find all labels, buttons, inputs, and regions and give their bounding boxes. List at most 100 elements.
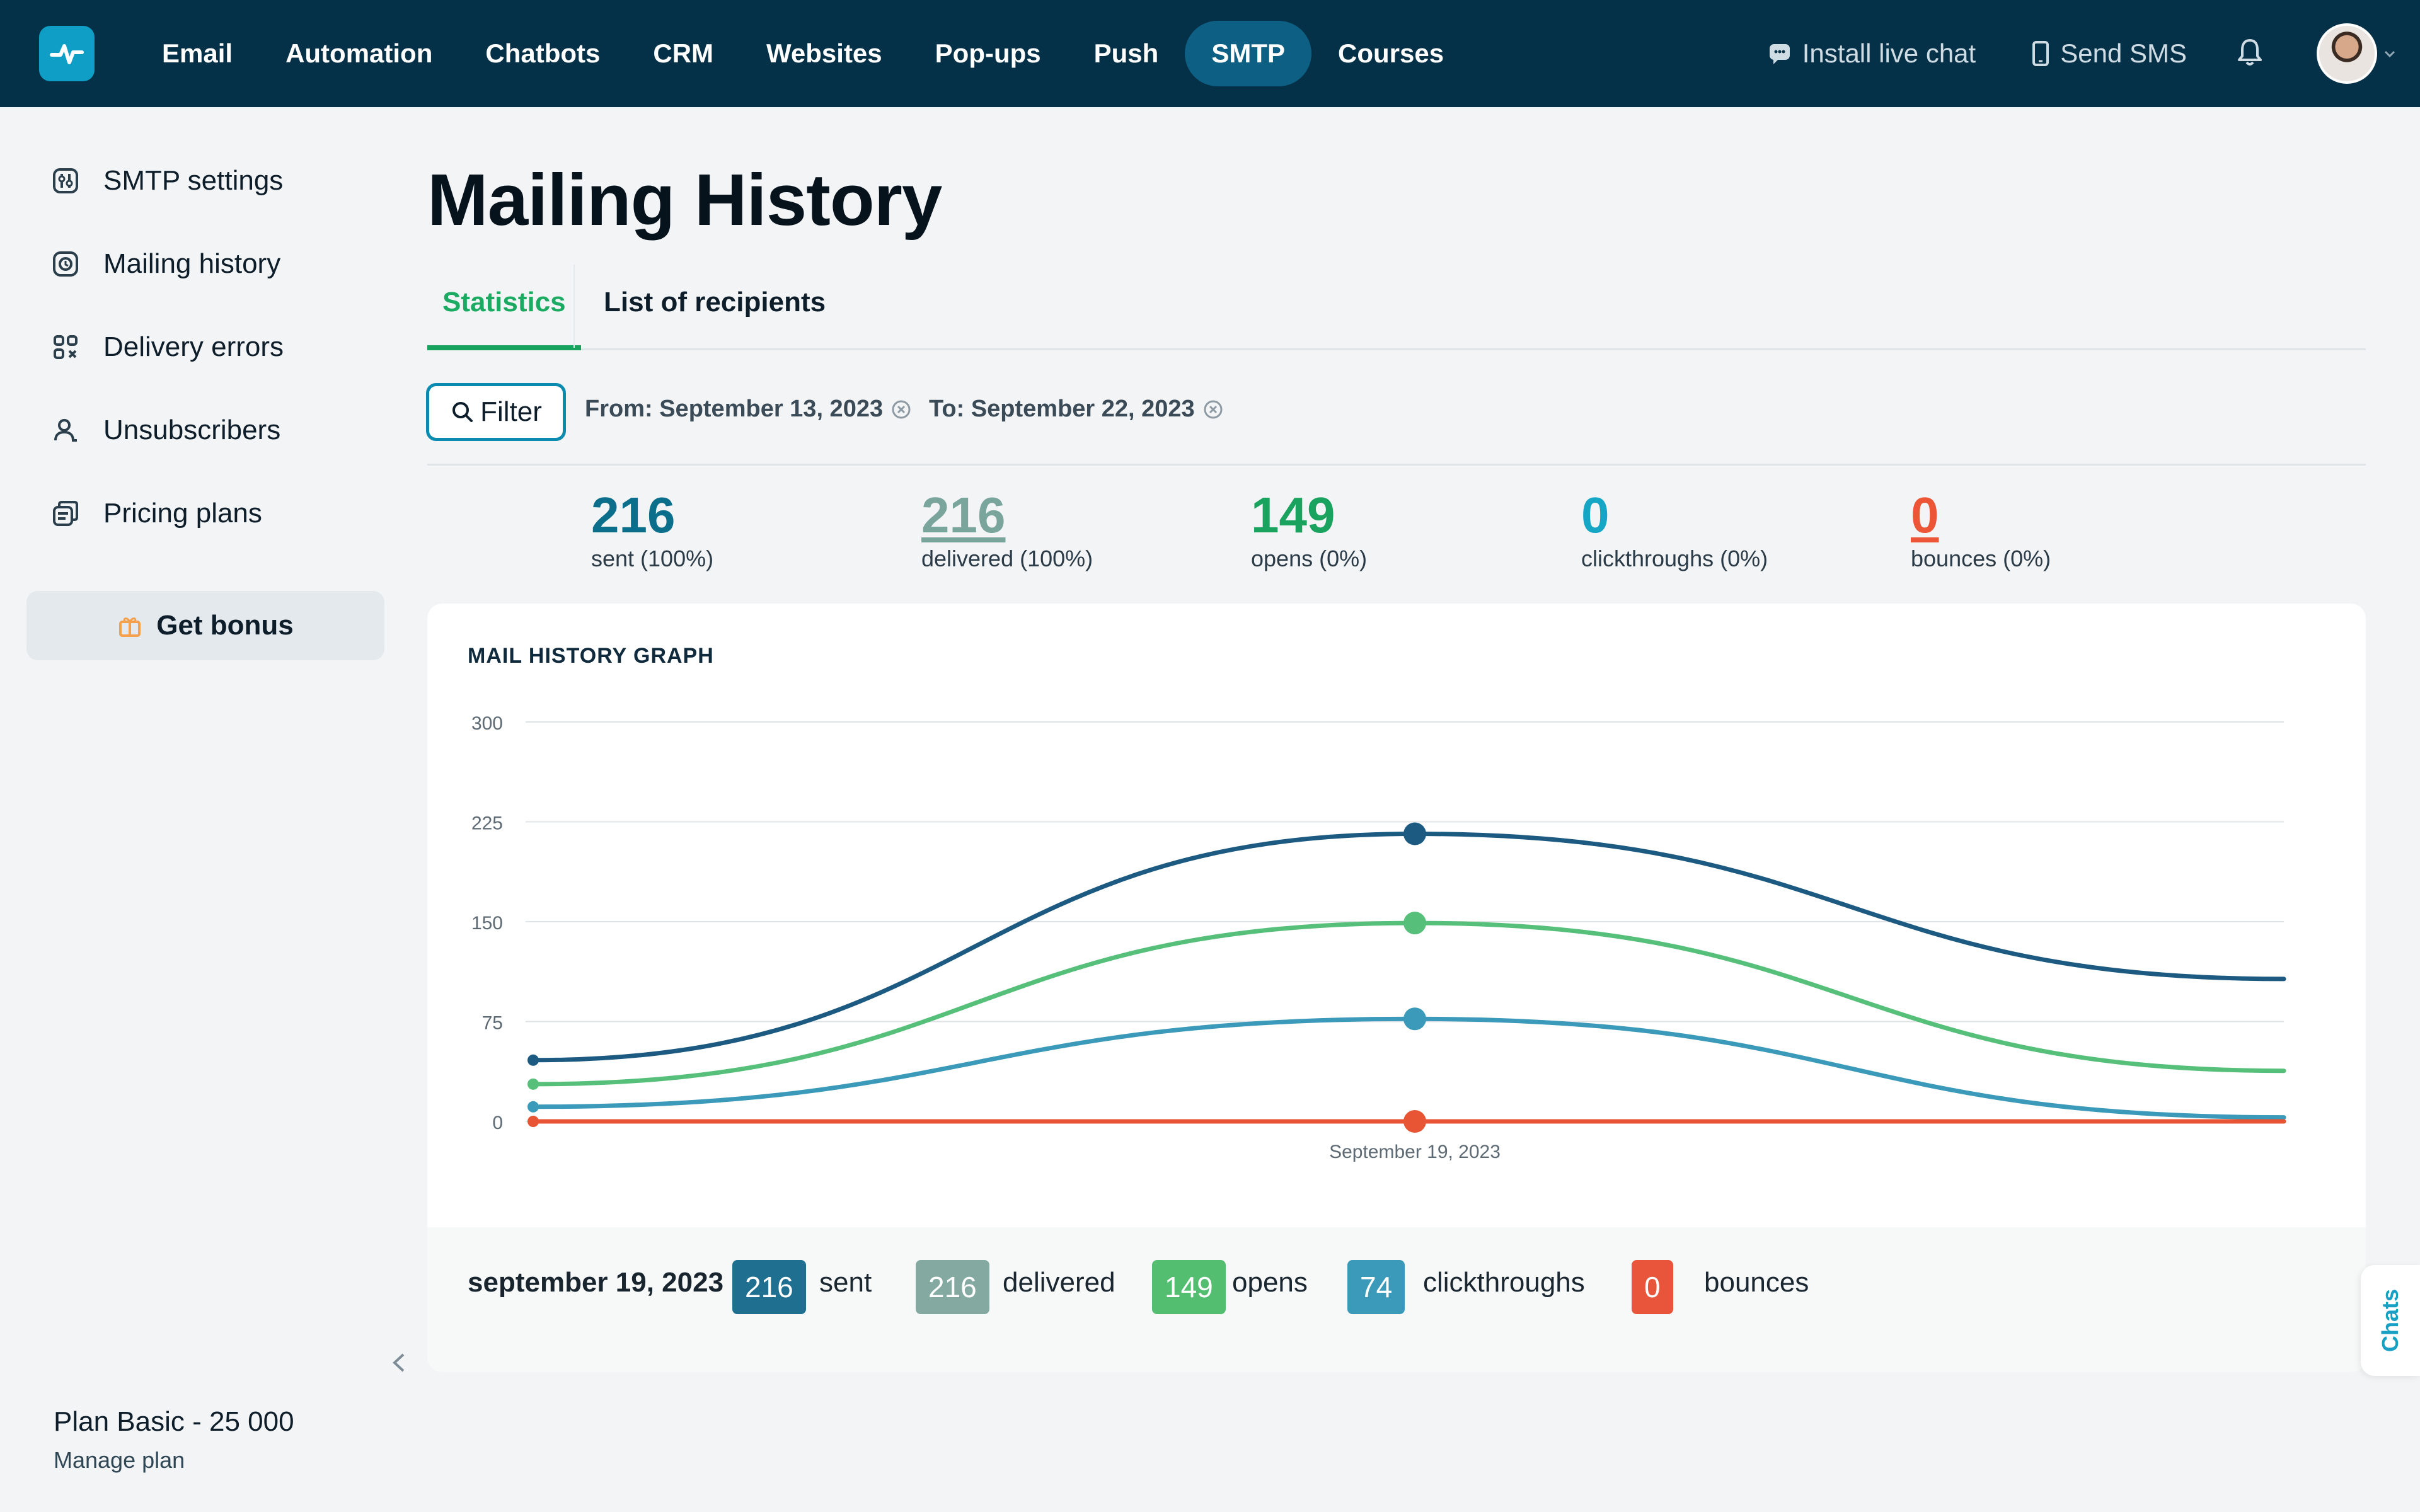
data-point-clickthroughs <box>527 1101 539 1113</box>
nav-chatbots[interactable]: Chatbots <box>485 38 601 68</box>
summary-opens-badge: 149 <box>1152 1260 1226 1314</box>
filter-label: Filter <box>480 396 542 427</box>
from-date-label: From: September 13, 2023 <box>585 396 884 422</box>
sidebar-item-label: Pricing plans <box>103 498 262 529</box>
stat-label: clickthroughs (0%) <box>1581 546 1768 571</box>
chart-summary: september 19, 2023 216 sent 216 delivere… <box>427 1227 2366 1372</box>
data-point-clickthroughs <box>1403 1007 1426 1031</box>
tabs: Statistics List of recipients <box>427 265 2366 350</box>
to-date-label: To: September 22, 2023 <box>929 396 1195 422</box>
stat-clickthroughs: 0 clickthroughs (0%) <box>1581 485 1768 572</box>
data-point-sent <box>1403 822 1426 845</box>
manage-plan-link[interactable]: Manage plan <box>54 1447 185 1473</box>
clear-from-date-icon[interactable] <box>890 399 912 420</box>
stat-bounces: 0 bounces (0%) <box>1911 485 2051 572</box>
delivery-errors-icon <box>54 335 78 359</box>
send-sms-label: Send SMS <box>2060 38 2187 68</box>
bell-icon[interactable] <box>2236 37 2264 71</box>
stat-value[interactable]: 216 <box>921 487 1006 543</box>
nav-automation[interactable]: Automation <box>285 38 433 68</box>
gift-icon <box>119 617 141 637</box>
nav-push[interactable]: Push <box>1093 38 1159 68</box>
nav-crm[interactable]: CRM <box>653 38 714 68</box>
nav-websites[interactable]: Websites <box>766 38 882 68</box>
send-sms-link[interactable]: Send SMS <box>2031 38 2187 69</box>
app-logo[interactable] <box>39 26 95 81</box>
nav-popups[interactable]: Pop-ups <box>935 38 1041 68</box>
summary-bounces-label: bounces <box>1704 1267 1809 1298</box>
summary-sent-label: sent <box>819 1267 872 1298</box>
user-icon <box>54 419 77 442</box>
sidebar-item-smtp-settings[interactable]: SMTP settings <box>50 165 283 197</box>
summary-clickthroughs-label: clickthroughs <box>1423 1267 1585 1298</box>
chats-label: Chats <box>2377 1288 2403 1353</box>
summary-opens-label: opens <box>1232 1267 1308 1298</box>
collapse-sidebar-icon[interactable] <box>389 1347 408 1378</box>
sidebar-item-label: Mailing history <box>103 248 281 279</box>
summary-sent-badge: 216 <box>732 1260 806 1314</box>
stat-value[interactable]: 0 <box>1911 487 1939 543</box>
stat-label: opens (0%) <box>1251 546 1368 571</box>
chevron-down-icon[interactable] <box>2382 46 2397 61</box>
chart-title: MAIL HISTORY GRAPH <box>468 644 714 668</box>
data-point-opens <box>1403 912 1426 935</box>
summary-delivered-badge: 216 <box>916 1260 989 1314</box>
main-nav: Email Automation Chatbots CRM Websites P… <box>135 21 1470 86</box>
stat-delivered: 216 delivered (100%) <box>921 485 1093 572</box>
stat-value: 0 <box>1581 487 1610 543</box>
sidebar-item-delivery-errors[interactable]: Delivery errors <box>50 331 284 363</box>
chats-widget-tab[interactable]: Chats <box>2361 1265 2420 1376</box>
top-right-actions: Install live chat Send SMS <box>1767 0 2420 107</box>
sidebar-item-mailing-history[interactable]: Mailing history <box>50 248 280 280</box>
summary-delivered-label: delivered <box>1003 1267 1115 1298</box>
series-line-opens <box>531 920 2286 1087</box>
stat-label: sent (100%) <box>591 546 714 571</box>
series-line-clickthroughs <box>531 1016 2286 1120</box>
data-point-opens <box>527 1078 539 1090</box>
install-live-chat-label: Install live chat <box>1802 38 1976 68</box>
top-nav-bar: Email Automation Chatbots CRM Websites P… <box>0 0 2420 107</box>
sidebar-item-pricing-plans[interactable]: Pricing plans <box>50 498 262 529</box>
y-tick-label: 300 <box>471 713 503 734</box>
plan-title: Plan Basic - 25 000 <box>54 1406 294 1437</box>
summary-date: september 19, 2023 <box>468 1267 724 1298</box>
data-point-bounces <box>527 1116 539 1127</box>
to-date-chip: To: September 22, 2023 <box>929 396 1224 423</box>
filter-button[interactable]: Filter <box>426 383 566 441</box>
get-bonus-label: Get bonus <box>156 610 294 641</box>
data-point-sent <box>527 1054 539 1066</box>
settings-sliders-icon <box>53 168 78 193</box>
tab-statistics[interactable]: Statistics <box>427 265 581 350</box>
tab-list-of-recipients[interactable]: List of recipients <box>604 287 826 318</box>
stat-label: delivered (100%) <box>921 546 1093 571</box>
phone-icon <box>2032 41 2049 66</box>
pulse-icon <box>50 44 84 64</box>
pricing-icon <box>53 501 78 526</box>
page-title: Mailing History <box>427 159 942 241</box>
stat-label: bounces (0%) <box>1911 546 2051 571</box>
stat-value: 216 <box>591 487 676 543</box>
nav-smtp[interactable]: SMTP <box>1185 21 1311 86</box>
chat-bubble-icon <box>1769 44 1790 64</box>
mailing-history-icon <box>53 251 78 277</box>
sidebar-item-label: Unsubscribers <box>103 415 281 445</box>
get-bonus-button[interactable]: Get bonus <box>26 591 384 660</box>
stat-sent: 216 sent (100%) <box>591 485 713 572</box>
stat-opens: 149 opens (0%) <box>1251 485 1367 572</box>
install-live-chat-link[interactable]: Install live chat <box>1767 38 1976 69</box>
sidebar-item-unsubscribers[interactable]: Unsubscribers <box>50 415 280 446</box>
nav-email[interactable]: Email <box>162 38 233 68</box>
search-icon <box>452 402 473 422</box>
divider <box>427 464 2366 466</box>
sidebar-item-label: Delivery errors <box>103 331 284 362</box>
y-tick-label: 225 <box>471 813 503 834</box>
clear-to-date-icon[interactable] <box>1202 399 1224 420</box>
sidebar-item-label: SMTP settings <box>103 165 284 196</box>
user-avatar[interactable] <box>2317 23 2377 84</box>
nav-courses[interactable]: Courses <box>1338 38 1444 68</box>
summary-clickthroughs-badge: 74 <box>1347 1260 1405 1314</box>
from-date-chip: From: September 13, 2023 <box>585 396 912 423</box>
mail-history-card: MAIL HISTORY GRAPH 0 75 150 225 300 September… <box>427 604 2366 1372</box>
mail-history-chart: 0 75 150 225 300 September 19, 2023 <box>471 713 2286 1162</box>
tab-divider <box>573 265 575 348</box>
